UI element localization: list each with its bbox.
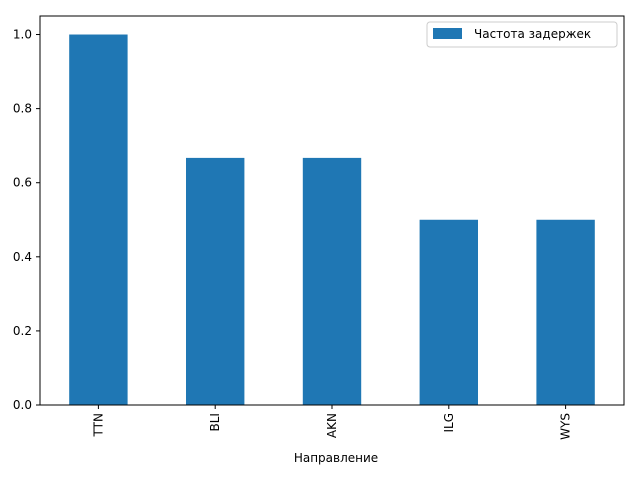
legend-swatch	[433, 28, 462, 39]
bars-layer	[69, 34, 595, 406]
y-tick-label: 0.6	[13, 176, 32, 190]
legend-frame	[426, 21, 618, 48]
y-tick-label: 1.0	[13, 28, 32, 42]
bar-bli	[186, 157, 245, 405]
y-tick-label: 0.0	[13, 398, 32, 412]
y-tick-label: 0.4	[13, 250, 32, 264]
ticks-layer: 0.0 0.2 0.4 0.6 0.8 1.0 TTN BLI AKN ILG WYS	[13, 28, 573, 440]
bar-wys	[536, 219, 595, 405]
bar-ilg	[419, 219, 478, 405]
x-axis-label: Направление	[294, 451, 378, 465]
y-tick-label: 0.8	[13, 102, 32, 116]
x-tick-label: TTN	[91, 413, 105, 437]
y-tick-label: 0.2	[13, 324, 32, 338]
legend: Частота задержек	[426, 21, 618, 48]
x-tick-label: ILG	[442, 413, 456, 433]
x-tick-label: WYS	[559, 413, 573, 440]
x-tick-label: BLI	[208, 413, 222, 431]
x-tick-label: AKN	[325, 413, 339, 438]
bar-akn	[302, 157, 362, 405]
legend-label: Частота задержек	[474, 27, 591, 41]
bar-ttn	[69, 34, 128, 406]
